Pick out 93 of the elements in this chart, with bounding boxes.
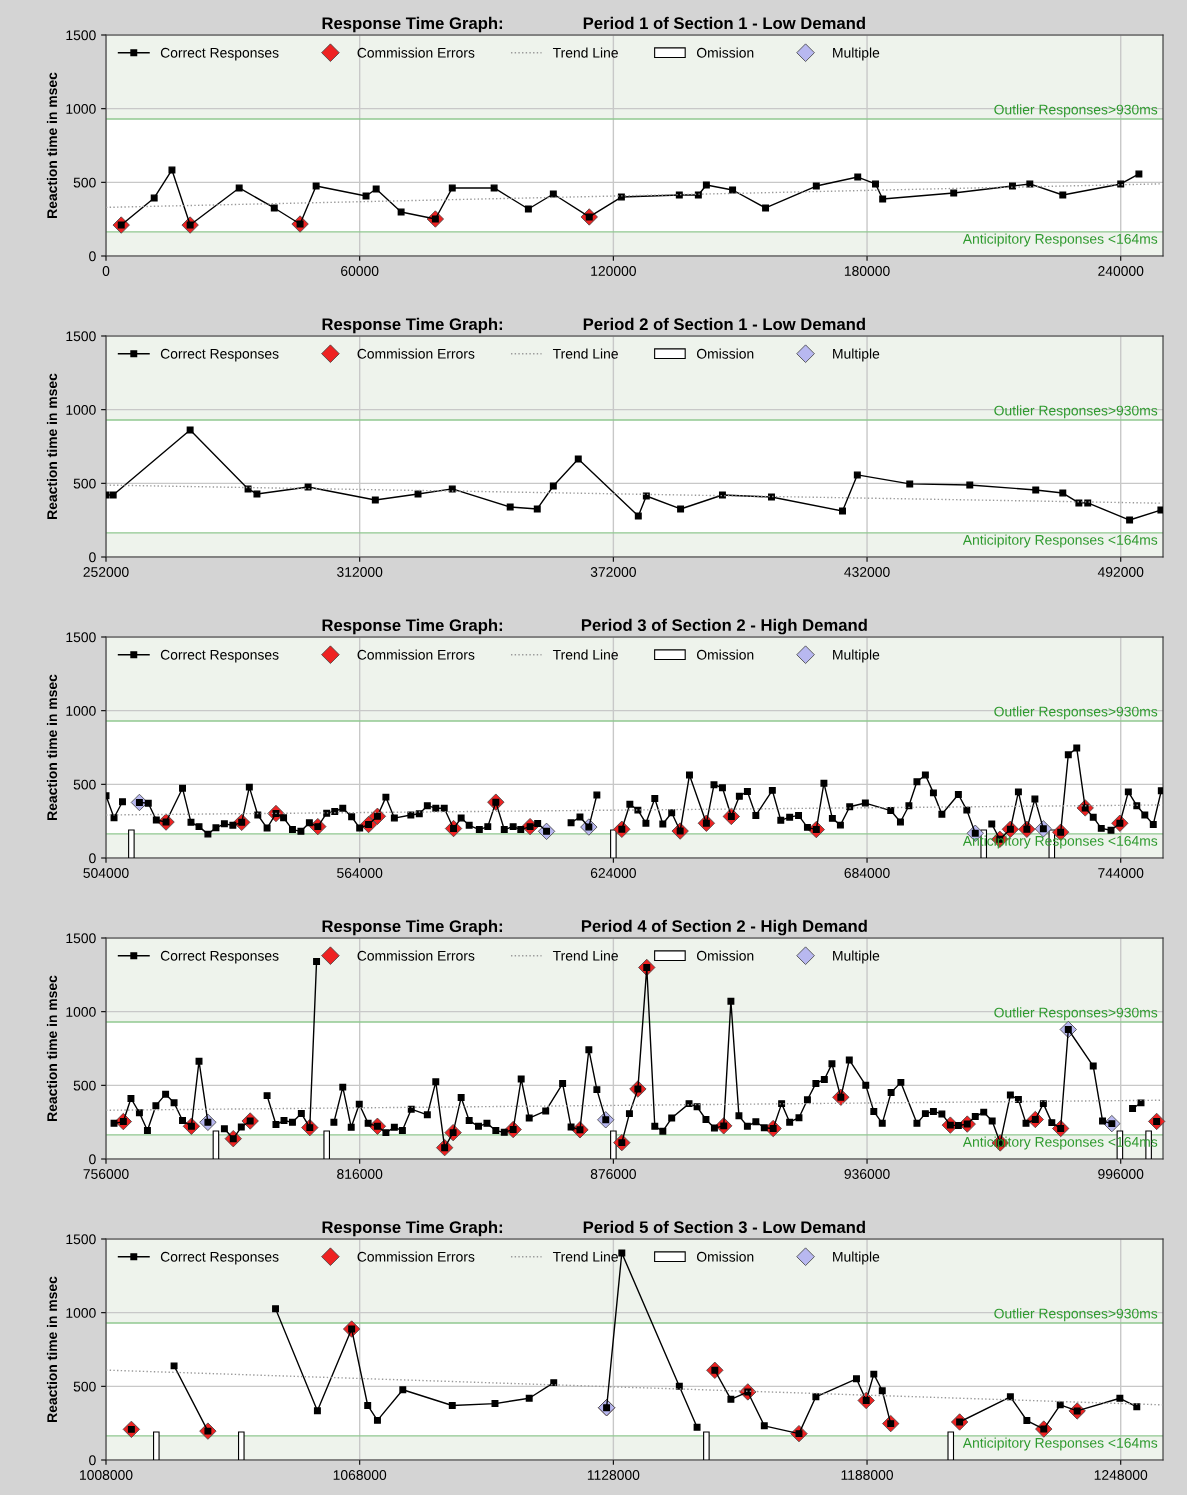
legend-label: Correct Responses — [160, 649, 279, 663]
y-tick-label: 1500 — [66, 632, 96, 643]
x-tick-label: 1068000 — [333, 1470, 387, 1480]
legend-label: Omission — [696, 348, 754, 359]
y-tick-label: 0 — [89, 552, 96, 563]
legend-label: Multiple — [833, 1251, 880, 1265]
chart-subtitle: Period 4 of Section 2 - High Demand — [581, 919, 867, 936]
y-tick-label: 500 — [73, 177, 96, 188]
chart-title: Response Time Graph: — [322, 618, 503, 635]
chart-title: Response Time Graph: — [322, 1220, 503, 1237]
x-tick-label: 60000 — [341, 266, 379, 276]
legend-label: Trend Line — [552, 649, 618, 660]
y-axis-title: Reaction time in msec — [46, 975, 58, 1121]
x-tick-label: 624000 — [590, 868, 636, 878]
y-tick-label: 1000 — [66, 1308, 96, 1318]
x-tick-label: 996000 — [1098, 1169, 1144, 1179]
y-axis-title: Reaction time in msec — [46, 1276, 58, 1422]
legend-label: Correct Responses — [160, 47, 279, 61]
legend-label: Multiple — [833, 47, 880, 61]
y-tick-label: 1000 — [66, 405, 96, 415]
band-label: Outlier Responses>930ms — [994, 1007, 1158, 1021]
y-tick-label: 500 — [73, 1381, 96, 1392]
legend-label: Correct Responses — [160, 348, 279, 362]
y-axis-title: Reaction time in msec — [46, 674, 58, 820]
legend-label: Multiple — [833, 950, 880, 964]
y-tick-label: 0 — [89, 251, 96, 262]
x-tick-label: 564000 — [337, 868, 383, 878]
legend-label: Omission — [696, 47, 754, 58]
y-tick-label: 1500 — [66, 1234, 96, 1245]
legend-label: Trend Line — [552, 348, 618, 359]
x-tick-label: 240000 — [1098, 266, 1144, 276]
y-tick-label: 500 — [73, 779, 96, 790]
y-tick-label: 0 — [89, 1455, 96, 1466]
legend-label: Trend Line — [552, 1251, 618, 1262]
legend-label: Correct Responses — [160, 1251, 279, 1265]
chart-title: Response Time Graph: — [322, 919, 503, 936]
band-label: Anticipitory Responses <164ms — [962, 233, 1158, 247]
x-tick-label: 1128000 — [587, 1470, 640, 1480]
legend-label: Omission — [696, 950, 754, 961]
y-tick-label: 1000 — [66, 104, 96, 114]
x-tick-label: 876000 — [590, 1169, 636, 1179]
legend-label: Correct Responses — [160, 950, 279, 964]
chart-subtitle: Period 5 of Section 3 - Low Demand — [583, 1220, 865, 1234]
legend-label: Multiple — [833, 348, 880, 362]
legend-label: Commission Errors — [357, 1251, 475, 1262]
x-tick-label: 312000 — [337, 567, 383, 577]
x-tick-label: 1248000 — [1094, 1470, 1148, 1480]
chart-subtitle: Period 2 of Section 1 - Low Demand — [583, 317, 865, 331]
legend-label: Omission — [696, 649, 754, 660]
y-tick-label: 500 — [73, 1080, 96, 1091]
band-label: Outlier Responses>930ms — [994, 706, 1158, 720]
y-axis-title: Reaction time in msec — [46, 373, 58, 519]
band-label: Anticipitory Responses <164ms — [962, 534, 1158, 548]
x-tick-label: 252000 — [83, 567, 129, 577]
y-tick-label: 1500 — [66, 30, 96, 41]
x-tick-label: 372000 — [590, 567, 636, 577]
chart-subtitle: Period 1 of Section 1 - Low Demand — [583, 16, 865, 30]
band-label: Outlier Responses>930ms — [994, 405, 1158, 419]
legend-label: Omission — [696, 1251, 754, 1262]
band-label: Anticipitory Responses <164ms — [962, 1437, 1158, 1451]
legend-label: Commission Errors — [357, 348, 475, 359]
x-tick-label: 432000 — [844, 567, 890, 577]
legend-label: Commission Errors — [357, 649, 475, 660]
x-tick-label: 0 — [102, 266, 110, 276]
legend-label: Trend Line — [552, 950, 618, 961]
y-axis-title: Reaction time in msec — [46, 72, 58, 218]
x-tick-label: 504000 — [83, 868, 129, 878]
x-tick-label: 492000 — [1097, 567, 1144, 577]
chart-title: Response Time Graph: — [322, 16, 503, 33]
chart-subtitle: Period 3 of Section 2 - High Demand — [581, 618, 867, 635]
x-tick-label: 684000 — [844, 868, 890, 878]
y-tick-label: 0 — [89, 853, 96, 864]
y-tick-label: 1000 — [66, 1007, 96, 1017]
x-tick-label: 1008000 — [80, 1470, 133, 1480]
legend-label: Commission Errors — [357, 47, 475, 58]
legend-label: Trend Line — [552, 47, 618, 58]
y-tick-label: 1500 — [66, 933, 96, 944]
y-tick-label: 0 — [89, 1154, 96, 1165]
legend-label: Commission Errors — [357, 950, 475, 961]
y-tick-label: 500 — [73, 478, 96, 489]
x-tick-label: 816000 — [337, 1169, 383, 1179]
x-tick-label: 744000 — [1098, 868, 1144, 878]
band-label: Outlier Responses>930ms — [994, 1308, 1158, 1322]
y-tick-label: 1000 — [66, 706, 96, 716]
legend-label: Multiple — [833, 649, 880, 663]
x-tick-label: 756000 — [83, 1169, 129, 1179]
y-tick-label: 1500 — [66, 331, 96, 342]
x-tick-label: 936000 — [844, 1169, 890, 1179]
x-tick-label: 120000 — [591, 266, 636, 276]
x-tick-label: 180000 — [844, 266, 890, 276]
chart-title: Response Time Graph: — [322, 317, 503, 334]
x-tick-label: 1188000 — [841, 1470, 894, 1480]
band-label: Outlier Responses>930ms — [994, 104, 1158, 118]
